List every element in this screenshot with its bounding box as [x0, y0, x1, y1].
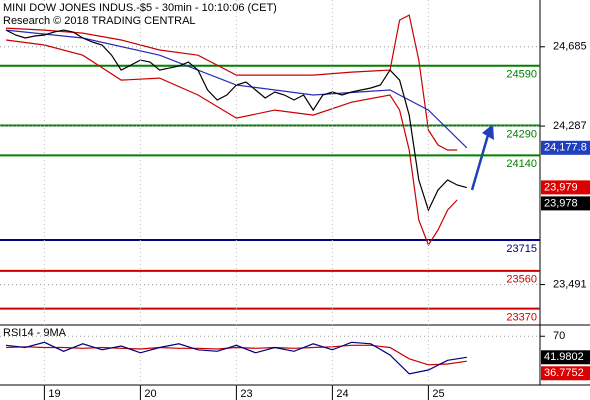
level-label: 23715	[506, 243, 537, 255]
x-tick-label: 25	[432, 388, 444, 400]
price-label-box	[541, 180, 590, 195]
level-label: 24140	[506, 158, 537, 170]
series-line	[5, 344, 467, 366]
x-tick-label: 19	[48, 388, 60, 400]
series-line	[5, 341, 467, 375]
price-label: 23,979	[544, 181, 578, 193]
price-label-box	[541, 350, 590, 365]
x-tick-label: 23	[240, 388, 252, 400]
x-tick-label: 24	[336, 388, 348, 400]
price-label: 24,177.8	[544, 142, 587, 154]
chart-subtitle: Research © 2018 TRADING CENTRAL	[3, 15, 196, 27]
chart-title: MINI DOW JONES INDUS.-$5 - 30min - 10:10…	[3, 2, 277, 14]
y-tick-label: 24,287	[553, 120, 587, 132]
price-label-box	[541, 196, 590, 211]
price-label: 23,978	[544, 197, 578, 209]
rsi-title: RSI14 - 9MA	[3, 327, 67, 339]
forecast-arrow-head	[482, 124, 494, 140]
y-tick-label: 24,685	[553, 41, 587, 53]
y-tick-label: 70	[553, 330, 565, 342]
y-tick-label: 23,491	[553, 278, 587, 290]
level-label: 23560	[506, 274, 537, 286]
level-label: 23370	[506, 312, 537, 324]
price-label-box	[541, 366, 590, 381]
price-label: 41.9802	[544, 351, 584, 363]
level-label: 24290	[506, 128, 537, 140]
x-tick-label: 20	[144, 388, 156, 400]
level-label: 24590	[506, 69, 537, 81]
series-line	[5, 14, 458, 151]
price-label: 36.7752	[544, 367, 584, 379]
price-label-box	[541, 140, 590, 155]
series-line	[5, 29, 468, 149]
forecast-arrow	[470, 134, 490, 191]
